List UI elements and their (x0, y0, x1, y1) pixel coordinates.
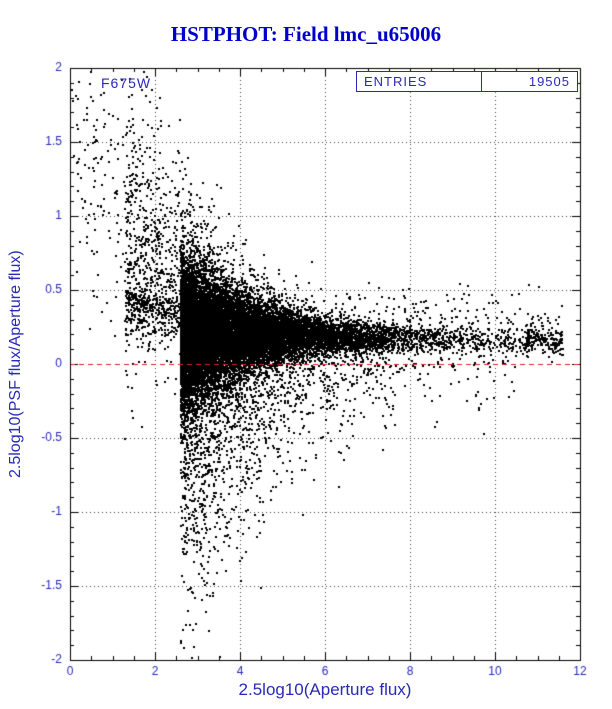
entries-count: 19505 (481, 72, 577, 91)
page-title: HSTPHOT: Field lmc_u65006 (170, 22, 442, 46)
filter-label: F675W (101, 75, 152, 91)
x-axis-label: 2.5log10(Aperture flux) (238, 680, 412, 699)
entries-box: ENTRIES 19505 (356, 71, 578, 92)
entries-label: ENTRIES (364, 74, 428, 89)
y-axis-label: 2.5log10(PSF flux/Aperture flux) (7, 250, 24, 478)
